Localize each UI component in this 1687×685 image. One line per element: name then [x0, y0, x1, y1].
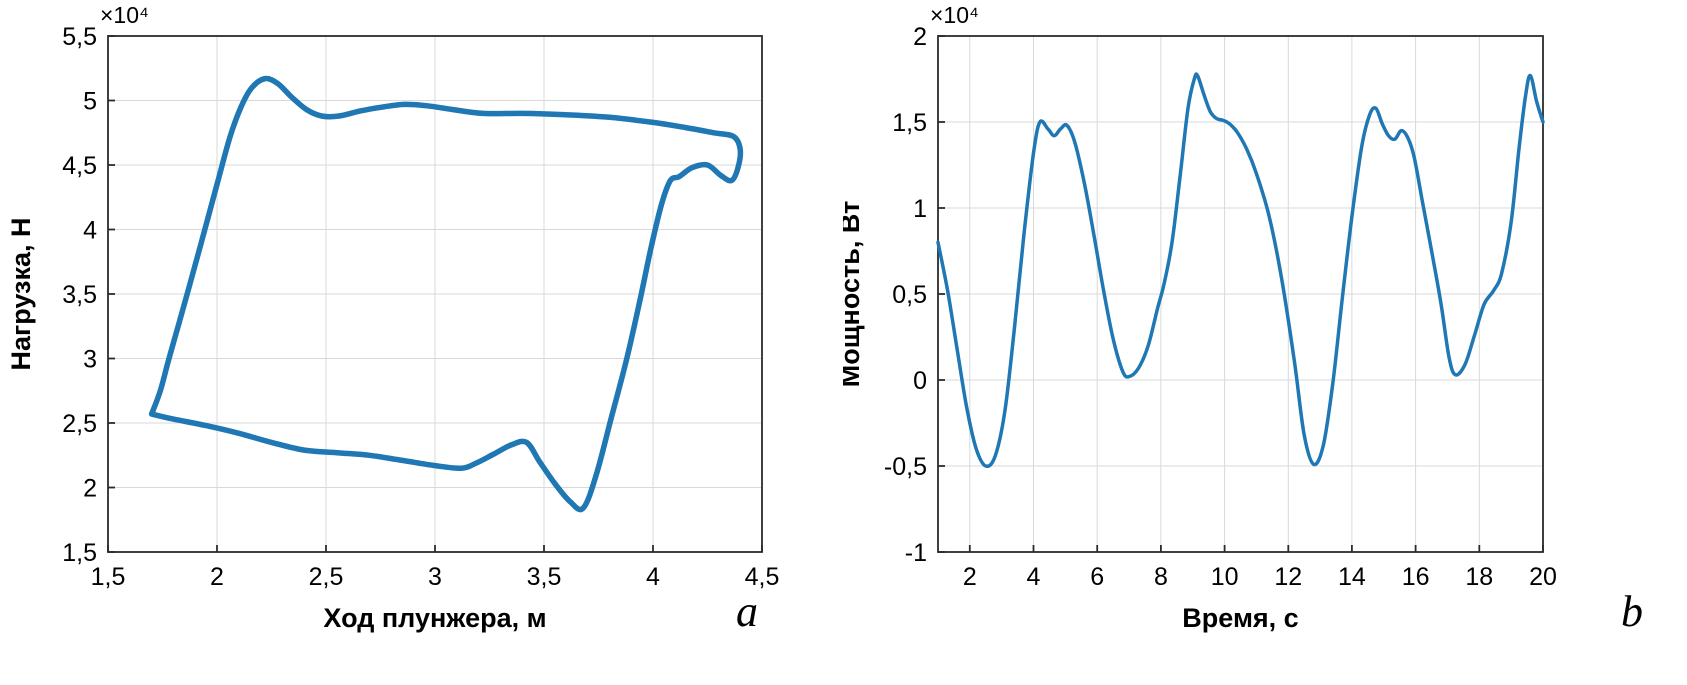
- x-tick-label: 14: [1338, 563, 1366, 591]
- gridlines: [107, 35, 763, 553]
- x-tick-label: 6: [1090, 563, 1104, 591]
- x-tick-label: 18: [1465, 563, 1493, 591]
- x-tick-label: 1,5: [91, 563, 126, 591]
- y-axis-label: Мощность, Вт: [843, 201, 865, 387]
- y-tick-label: 1,5: [62, 539, 97, 567]
- axis-multiplier: ×10⁴: [100, 2, 149, 28]
- subfigure-label-a: a: [736, 587, 758, 636]
- y-tick-label: 0,5: [892, 281, 927, 309]
- figure-b-power-vs-time: 2 4 6 8 10 12 14 16 18 20 -1 -0,5 0 0,5 1 1,5 2 Время, с М…: [843, 0, 1686, 685]
- tick-marks: [938, 35, 1544, 553]
- x-tick-label: 3,5: [527, 563, 562, 591]
- x-tick-label: 12: [1274, 563, 1302, 591]
- x-tick-label: 8: [1154, 563, 1168, 591]
- x-tick-label: 20: [1529, 563, 1557, 591]
- y-tick-label: 2: [913, 23, 927, 51]
- subfigure-label-b: b: [1621, 587, 1643, 636]
- power-vs-time-line: [936, 72, 1545, 469]
- y-axis-label: Нагрузка, Н: [6, 217, 36, 370]
- y-tick-label: 0: [913, 367, 927, 395]
- x-tick-label: 10: [1211, 563, 1239, 591]
- y-tick-label: 5: [83, 88, 97, 116]
- x-axis-label: Ход плунжера, м: [323, 603, 546, 633]
- y-tick-label: 2,5: [62, 410, 97, 438]
- tick-marks: [107, 35, 763, 553]
- y-tick-label: 4,5: [62, 152, 97, 180]
- y-tick-label: 3: [83, 346, 97, 374]
- y-tick-label: 1,5: [892, 109, 927, 137]
- x-tick-label: 4: [646, 563, 660, 591]
- x-tick-label: 4: [1027, 563, 1041, 591]
- x-tick-label: 4,5: [745, 563, 780, 591]
- load-vs-stroke-loop-line: [148, 75, 744, 513]
- x-tick-label: 3: [428, 563, 442, 591]
- y-tick-label: 5,5: [62, 23, 97, 51]
- y-tick-label: 3,5: [62, 281, 97, 309]
- axis-multiplier: ×10⁴: [930, 2, 979, 28]
- tick-labels: 2 4 6 8 10 12 14 16 18 20 -1 -0,5 0 0,5 1 1,5 2: [884, 23, 1557, 591]
- x-tick-label: 16: [1402, 563, 1430, 591]
- chart-load-vs-stroke: 1,5 2 2,5 3 3,5 4 4,5 1,5 2 2,5 3 3,5 4 4,5 5 5,5 Ход пл…: [6, 2, 779, 633]
- chart-power-vs-time: 2 4 6 8 10 12 14 16 18 20 -1 -0,5 0 0,5 1 1,5 2 Время, с М…: [843, 2, 1557, 633]
- y-tick-label: 2: [83, 475, 97, 503]
- y-tick-label: -1: [905, 539, 927, 567]
- x-tick-label: 2: [963, 563, 977, 591]
- y-tick-label: 1: [913, 195, 927, 223]
- tick-labels: 1,5 2 2,5 3 3,5 4 4,5 1,5 2 2,5 3 3,5 4 4,5 5 5,5: [62, 23, 779, 591]
- y-tick-label: 4: [83, 217, 97, 245]
- y-tick-label: -0,5: [884, 453, 927, 481]
- x-tick-label: 2,5: [309, 563, 344, 591]
- figure-a-load-vs-stroke: 1,5 2 2,5 3 3,5 4 4,5 1,5 2 2,5 3 3,5 4 4,5 5 5,5 Ход пл…: [0, 0, 843, 685]
- gridlines: [938, 35, 1544, 553]
- x-axis-label: Время, с: [1182, 603, 1298, 633]
- x-tick-label: 2: [210, 563, 224, 591]
